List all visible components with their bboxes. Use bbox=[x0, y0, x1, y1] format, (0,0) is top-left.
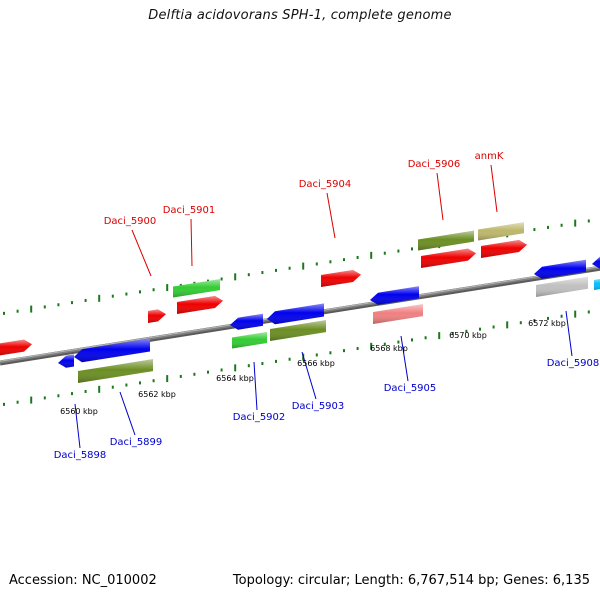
gene-arrow-daci-5899-blue-shading bbox=[74, 338, 150, 363]
gene-arrow-anmk-red-shading bbox=[481, 239, 527, 258]
accession-label: Accession: NC_010002 bbox=[9, 573, 157, 588]
reverse-label-leader bbox=[301, 351, 317, 400]
forward-gene-label[interactable]: Daci_5904 bbox=[299, 179, 352, 190]
reverse-label-leader bbox=[400, 335, 409, 382]
label-leader-lines bbox=[74, 164, 573, 449]
gene-arrow-daci-5902-blue-shading bbox=[230, 313, 263, 330]
reverse-gene-label[interactable]: Daci_5908 bbox=[547, 358, 600, 369]
gene-arrow-daci-5908-blue-shading bbox=[534, 259, 586, 279]
scale-label: 6570 kbp bbox=[449, 331, 487, 340]
scale-label: 6568 kbp bbox=[370, 344, 408, 353]
gene-arrow-daci-5898-blue-shading bbox=[58, 354, 74, 368]
gene-arrow-daci-5901-green-shading bbox=[173, 279, 220, 298]
forward-gene-label[interactable]: Daci_5901 bbox=[163, 205, 216, 216]
gene-arrow-right-cyan-shading bbox=[594, 279, 600, 290]
scale-label: 6566 kbp bbox=[297, 359, 335, 368]
reverse-gene-label[interactable]: Daci_5903 bbox=[292, 401, 345, 412]
forward-label-leader bbox=[490, 164, 498, 213]
scale-label: 6572 kbp bbox=[528, 319, 566, 328]
forward-gene-label[interactable]: anmK bbox=[475, 151, 504, 162]
gene-arrow-daci-5906-olive-shading bbox=[418, 230, 474, 251]
forward-label-leader bbox=[131, 229, 152, 277]
forward-gene-label[interactable]: Daci_5900 bbox=[104, 216, 157, 227]
forward-label-leader bbox=[436, 172, 444, 221]
gene-arrow-daci-5902-green-shading bbox=[232, 331, 267, 349]
label-layer: Daci_5900 Daci_5901 Daci_5904 Daci_5906 anmK… bbox=[54, 151, 600, 461]
reverse-gene-label[interactable]: Daci_5898 bbox=[54, 450, 107, 461]
scale-label: 6560 kbp bbox=[60, 407, 98, 416]
gene-arrow-daci-5908-silver-shading bbox=[536, 276, 588, 297]
reverse-gene-label[interactable]: Daci_5905 bbox=[384, 383, 437, 394]
gene-arrow-daci-5905-blue-shading bbox=[370, 286, 419, 305]
gene-arrow-daci-5901-red-shading bbox=[177, 295, 223, 314]
reverse-label-leader bbox=[74, 403, 81, 449]
gene-arrow-daci-5899-olive-shading bbox=[78, 359, 153, 383]
reverse-label-leader bbox=[565, 310, 573, 357]
scale-label: 6562 kbp bbox=[138, 390, 176, 399]
forward-label-leader bbox=[326, 192, 336, 239]
forward-label-leader bbox=[190, 218, 193, 267]
gene-arrow-right-blue-shading bbox=[592, 256, 600, 269]
map-title: Delftia acidovorans SPH-1, complete geno… bbox=[148, 8, 452, 23]
genome-summary-label: Topology: circular; Length: 6,767,514 bp… bbox=[232, 573, 590, 588]
reverse-label-leader bbox=[253, 361, 258, 411]
gene-arrow-left-red-shading bbox=[0, 339, 32, 356]
forward-gene-label[interactable]: Daci_5906 bbox=[408, 159, 461, 170]
gene-arrow-daci-5906-red-shading bbox=[421, 248, 476, 268]
reverse-label-leader bbox=[119, 391, 136, 436]
gene-arrow-daci-5903-olive-shading bbox=[270, 320, 326, 341]
gene-features bbox=[0, 222, 600, 383]
gene-arrow-daci-5903-blue-shading bbox=[267, 303, 324, 325]
gene-arrow-daci-5905-pink-shading bbox=[373, 304, 423, 324]
gene-arrow-small-red-shading bbox=[148, 309, 166, 323]
gene-arrow-anmk-khaki-shading bbox=[478, 222, 524, 241]
reverse-gene-label[interactable]: Daci_5902 bbox=[233, 412, 286, 423]
scale-label: 6564 kbp bbox=[216, 374, 254, 383]
gene-arrow-daci-5904-red-shading bbox=[321, 269, 361, 287]
reverse-gene-label[interactable]: Daci_5899 bbox=[110, 437, 163, 448]
